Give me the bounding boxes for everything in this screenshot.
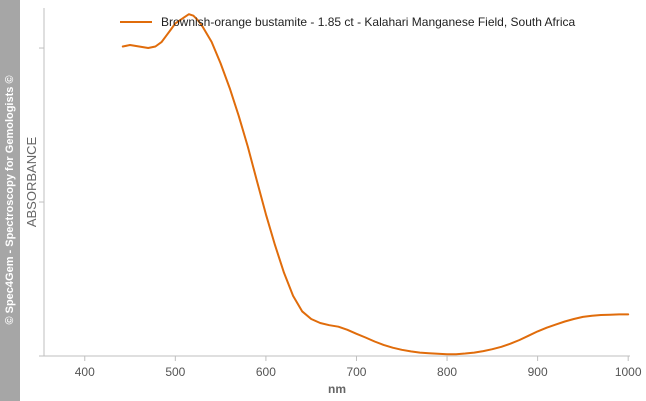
x-tick-label: 500 (165, 365, 185, 379)
x-tick-label: 1000 (615, 365, 642, 379)
x-axis-title: nm (328, 382, 346, 396)
x-tick-label: 700 (346, 365, 366, 379)
y-axis-title: ABSORBANCE (24, 137, 39, 228)
watermark-sidebar: © Spec4Gem - Spectroscopy for Gemologist… (0, 0, 20, 401)
chart-axes (43, 8, 630, 357)
x-tick-label: 800 (437, 365, 457, 379)
series-lines (121, 13, 630, 356)
x-tick-label: 400 (75, 365, 95, 379)
x-tick-label: 600 (256, 365, 276, 379)
legend: Brownish-orange bustamite - 1.85 ct - Ka… (120, 15, 576, 29)
x-tick-label: 900 (528, 365, 548, 379)
x-axis-ticks: 400 500 600 700 800 900 1000 (75, 356, 642, 379)
series-line-0 (121, 13, 630, 356)
y-axis-ticks (39, 47, 44, 357)
legend-label: Brownish-orange bustamite - 1.85 ct - Ka… (161, 15, 576, 29)
